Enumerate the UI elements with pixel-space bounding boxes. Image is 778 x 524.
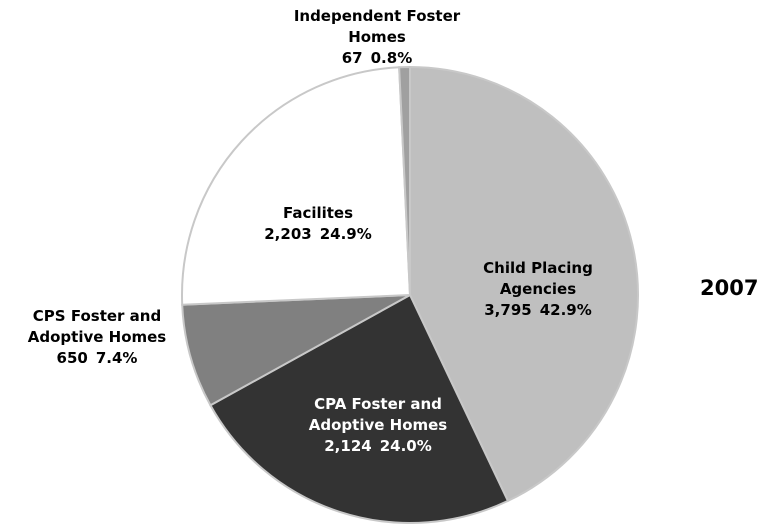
value-label: 67 (341, 49, 363, 67)
slice-label: CPS Foster and Adoptive Homes 650 7.4% (5, 306, 190, 369)
category-name: Facilites (282, 204, 354, 222)
chart-title: 2007 (700, 276, 759, 300)
slice-label: Child Placing Agencies 3,795 42.9% (463, 258, 613, 321)
slice-label: Independent Foster Homes 67 0.8% (277, 6, 477, 69)
value-label: 2,124 (324, 437, 372, 455)
percent-label: 24.0% (379, 437, 432, 455)
percent-label: 7.4% (95, 349, 138, 367)
category-name: Child Placing Agencies (483, 259, 593, 298)
percent-label: 0.8% (370, 49, 413, 67)
slice-label: CPA Foster and Adoptive Homes 2,124 24.0% (288, 394, 468, 457)
category-name: CPS Foster and Adoptive Homes (27, 307, 167, 346)
value-line: 650 7.4% (5, 348, 190, 369)
pie-slice (209, 293, 510, 524)
pie-slice (409, 65, 639, 503)
value-line: 3,795 42.9% (463, 300, 613, 321)
category-name: CPA Foster and Adoptive Homes (308, 395, 448, 434)
value-line: 67 0.8% (277, 48, 477, 69)
percent-label: 42.9% (539, 301, 592, 319)
value-line: 2,203 24.9% (243, 224, 393, 245)
pie-slice (181, 294, 411, 407)
value-label: 2,203 (264, 225, 312, 243)
pie-slice (398, 65, 411, 296)
value-label: 3,795 (484, 301, 532, 319)
pie-slice (181, 66, 412, 306)
percent-label: 24.9% (319, 225, 372, 243)
slice-label: Facilites 2,203 24.9% (243, 203, 393, 245)
value-label: 650 (56, 349, 88, 367)
value-line: 2,124 24.0% (288, 436, 468, 457)
category-name: Independent Foster Homes (293, 7, 461, 46)
